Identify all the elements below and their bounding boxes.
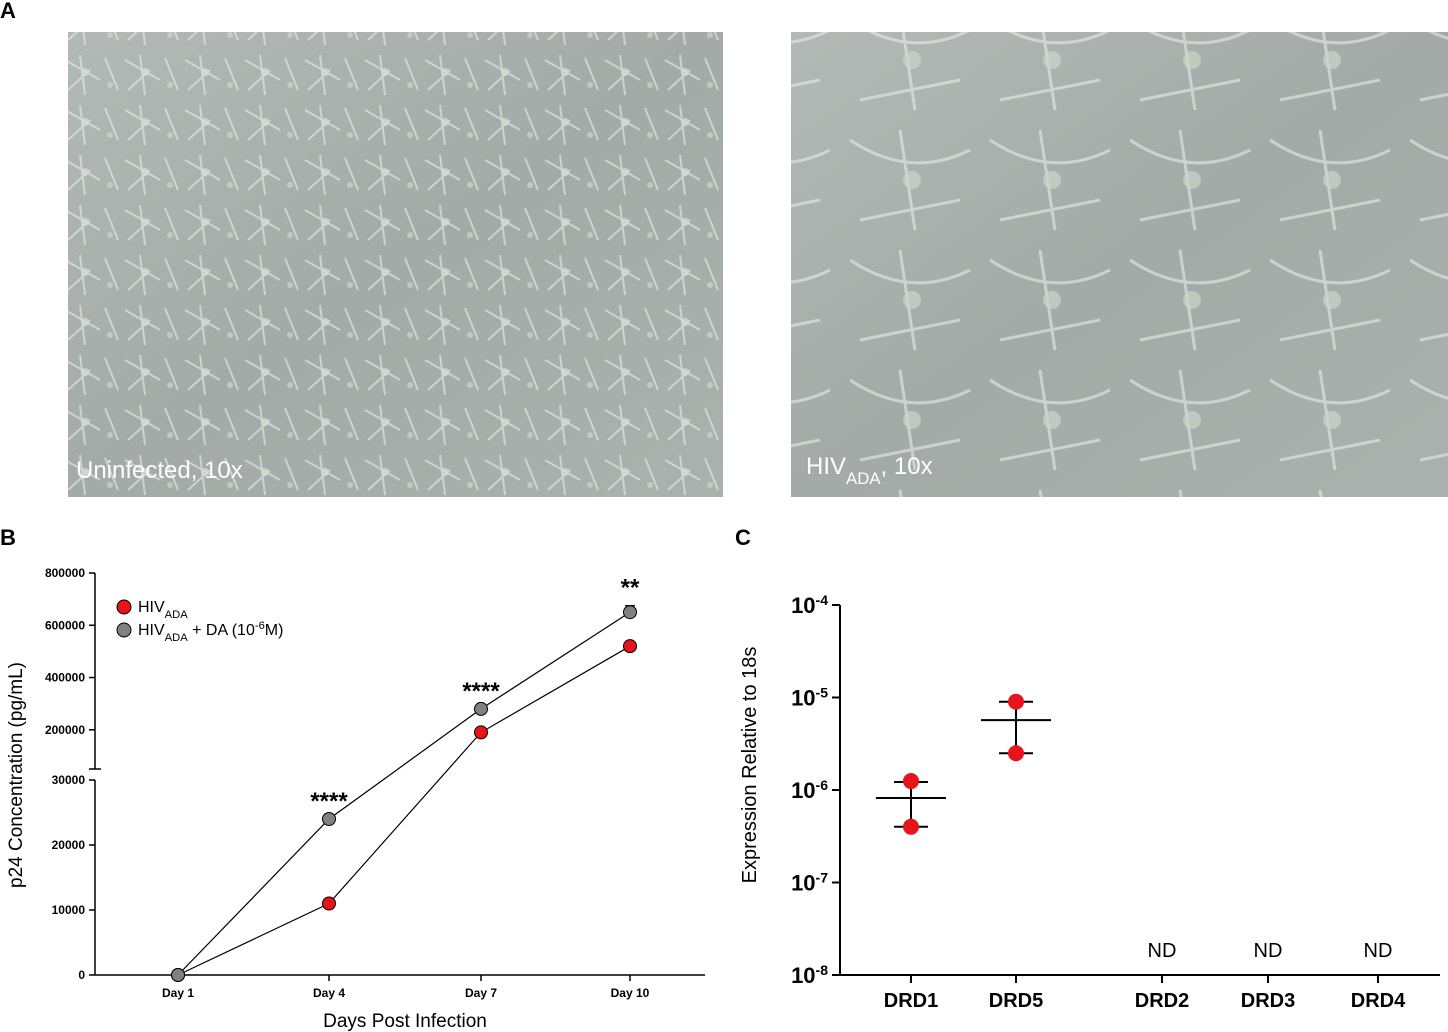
y-tick-label: 10-5 — [791, 685, 828, 711]
tick-exponent: -8 — [816, 962, 829, 978]
data-point — [322, 896, 336, 911]
text-part: HIV — [138, 599, 165, 616]
tick-base: 10 — [791, 593, 815, 618]
y-tick-label: 400000 — [45, 671, 85, 685]
data-point — [903, 818, 919, 835]
x-tick-label: DRD4 — [1351, 990, 1406, 1012]
text-part: ADA — [165, 609, 189, 621]
panel-label: A — [0, 0, 16, 23]
micrograph-texture — [791, 32, 1448, 497]
text-part: HIV — [138, 622, 165, 639]
tick-base: 10 — [791, 778, 815, 803]
image-caption: Uninfected, 10x — [76, 457, 243, 484]
data-point — [623, 605, 637, 620]
data-point — [171, 968, 185, 982]
text-part: M) — [265, 622, 284, 639]
data-point — [474, 725, 488, 740]
legend-marker — [116, 622, 132, 638]
data-point — [474, 701, 488, 716]
data-point — [623, 639, 637, 654]
data-point — [1008, 693, 1024, 710]
x-tick-label: Day 1 — [162, 986, 194, 1000]
x-tick-label: DRD3 — [1241, 990, 1295, 1012]
y-tick-label: 10-7 — [791, 870, 828, 896]
text-part: Uninfected, 10x — [76, 457, 243, 484]
y-tick-label: 800000 — [45, 566, 85, 580]
x-tick-label: Day 4 — [313, 986, 345, 1000]
data-point — [903, 773, 919, 790]
significance: **** — [462, 678, 500, 705]
legend-marker — [116, 599, 132, 615]
series-line — [177, 611, 631, 976]
y-axis-label: Expression Relative to 18s — [739, 647, 761, 884]
y-axis-label: p24 Concentration (pg/mL) — [6, 662, 27, 888]
y-tick-label: 10-8 — [791, 962, 828, 988]
data-point — [322, 812, 336, 826]
tick-exponent: -6 — [816, 777, 829, 793]
tick-exponent: -5 — [816, 685, 829, 701]
series-line — [177, 645, 631, 976]
x-tick-label: DRD2 — [1135, 990, 1189, 1012]
panel-label: C — [735, 525, 751, 550]
significance: **** — [310, 788, 348, 815]
image-caption: HIVADA, 10x — [806, 453, 933, 488]
x-tick-label: Day 7 — [465, 986, 497, 1000]
x-tick-label: Day 10 — [611, 986, 650, 1000]
panel-label: B — [0, 525, 16, 550]
value-label: ND — [1254, 940, 1283, 962]
y-tick-label: 200000 — [45, 723, 85, 737]
tick-exponent: -7 — [816, 870, 829, 886]
tick-base: 10 — [791, 871, 815, 896]
y-tick-label: 10-4 — [791, 592, 828, 618]
tick-base: 10 — [791, 963, 815, 988]
y-tick-label: 30000 — [52, 773, 86, 787]
value-label: ND — [1148, 940, 1177, 962]
y-tick-label: 10000 — [52, 903, 86, 917]
legend-label: HIVADA — [138, 599, 188, 621]
text-part: , 10x — [881, 453, 933, 480]
text-part: ADA — [165, 632, 189, 644]
y-tick-label: 10-6 — [791, 777, 828, 803]
y-tick-label: 20000 — [52, 838, 86, 852]
tick-exponent: -4 — [816, 592, 829, 608]
micrograph-texture — [68, 32, 723, 497]
data-point — [1008, 745, 1024, 762]
text-part: + DA (10 — [188, 622, 255, 639]
x-axis-label: Days Post Infection — [323, 1011, 487, 1032]
significance: ** — [621, 575, 640, 602]
x-tick-label: DRD5 — [989, 990, 1043, 1012]
text-part: HIV — [806, 453, 846, 480]
legend-label: HIVADA + DA (10-6M) — [138, 620, 283, 644]
text-part: -6 — [255, 620, 265, 632]
text-part: ADA — [846, 469, 881, 488]
value-label: ND — [1364, 940, 1393, 962]
y-tick-label: 600000 — [45, 618, 85, 632]
y-tick-label: 0 — [78, 968, 85, 982]
tick-base: 10 — [791, 686, 815, 711]
x-tick-label: DRD1 — [884, 990, 938, 1012]
